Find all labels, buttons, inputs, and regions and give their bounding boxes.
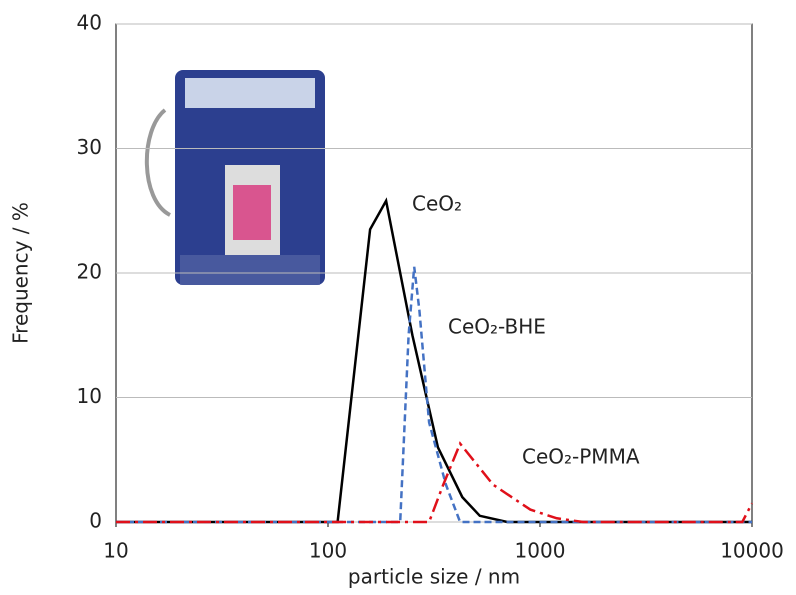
- series-label: CeO₂-PMMA: [522, 445, 640, 469]
- y-axis-label: Frequency / %: [9, 202, 33, 344]
- y-tick-label: 0: [89, 509, 102, 533]
- instrument-photo: [147, 70, 325, 285]
- series-line: [116, 267, 752, 522]
- x-tick-label: 10000: [720, 539, 784, 563]
- y-tick-label: 10: [77, 384, 102, 408]
- y-tick-label: 30: [77, 135, 102, 159]
- y-tick-label: 40: [77, 11, 102, 35]
- series-label: CeO₂-BHE: [448, 315, 546, 339]
- series-line: [116, 444, 752, 522]
- x-tick-label: 100: [309, 539, 347, 563]
- x-tick-label: 10: [103, 539, 128, 563]
- series-label: CeO₂: [412, 192, 462, 216]
- x-axis-label: particle size / nm: [348, 565, 520, 589]
- y-tick-label: 20: [77, 260, 102, 284]
- chart: particle size / nm Frequency / % 0102030…: [0, 0, 796, 595]
- x-tick-label: 1000: [515, 539, 566, 563]
